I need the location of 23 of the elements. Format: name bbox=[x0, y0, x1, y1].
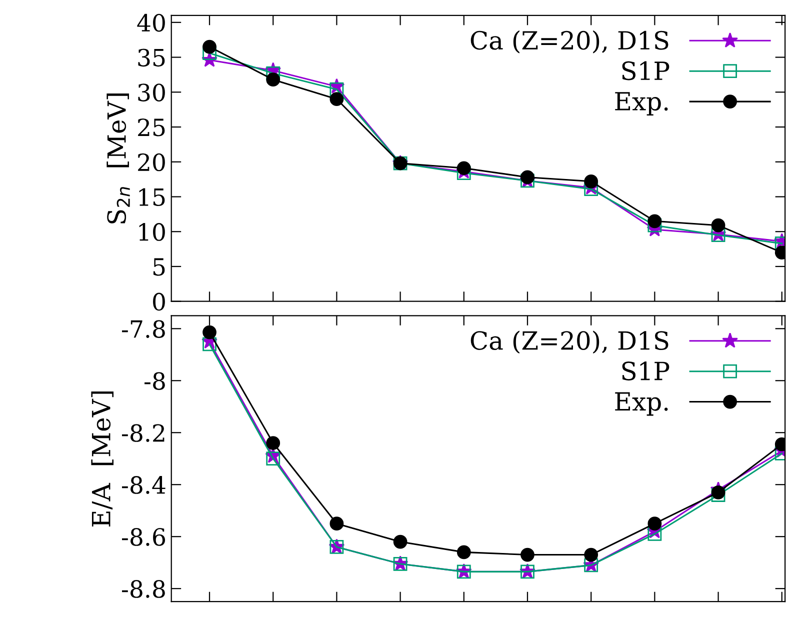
y-axis-title: E/A [MeV] bbox=[91, 391, 114, 527]
y-tick-label: -8.4 bbox=[122, 476, 166, 494]
y-tick-label: 15 bbox=[139, 188, 165, 206]
legend-label: S1P bbox=[622, 61, 670, 80]
legend-label: Ca (Z=20), D1S bbox=[470, 330, 668, 354]
y-tick-label: 10 bbox=[139, 223, 165, 241]
legend-label: Exp. bbox=[615, 92, 668, 116]
legend-label: S1P bbox=[622, 362, 670, 380]
legend-label: Ca (Z=20), D1S bbox=[470, 30, 668, 54]
y-tick-label: -7.8 bbox=[122, 320, 165, 338]
y-tick-label: 25 bbox=[138, 118, 165, 136]
y-tick-label: 0 bbox=[153, 292, 165, 311]
legend-label: Exp. bbox=[615, 392, 668, 416]
y-tick-label: -8.2 bbox=[122, 424, 164, 442]
y-tick-label: -8.8 bbox=[122, 580, 165, 598]
y-tick-label: -8.6 bbox=[122, 528, 166, 546]
y-axis-title: S$_{2n}$ [MeV] bbox=[106, 94, 130, 224]
y-tick-label: 35 bbox=[138, 48, 165, 67]
y-tick-label: 5 bbox=[153, 258, 165, 276]
y-tick-label: 40 bbox=[137, 14, 165, 32]
y-tick-label: 30 bbox=[138, 84, 165, 102]
y-tick-label: -8 bbox=[144, 372, 165, 390]
y-tick-label: 20 bbox=[138, 153, 165, 172]
